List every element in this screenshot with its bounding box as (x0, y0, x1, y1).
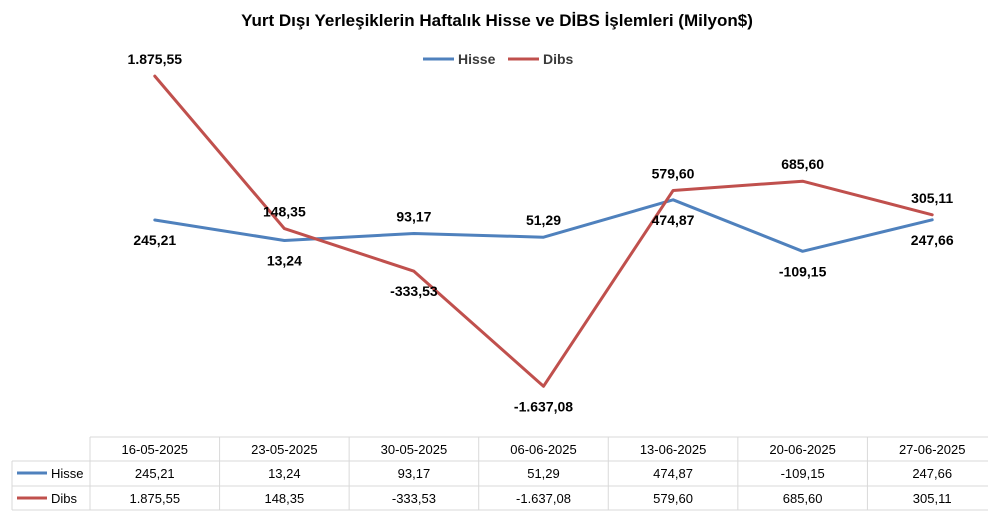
chart-title: Yurt Dışı Yerleşiklerin Haftalık Hisse v… (241, 11, 753, 30)
table-cell-dibs-4: 579,60 (653, 491, 693, 506)
table-cell-dibs-2: -333,53 (392, 491, 436, 506)
table-cell-dibs-6: 305,11 (913, 491, 952, 506)
data-label-dibs-3: -1.637,08 (514, 398, 573, 414)
table-header-1: 23-05-2025 (251, 442, 318, 457)
data-table: 16-05-2025 23-05-2025 30-05-2025 06-06-2025… (11, 436, 988, 511)
legend-label-hisse: Hisse (458, 51, 496, 67)
table-header-6: 27-06-2025 (899, 442, 966, 457)
data-point-dibs-6 (931, 213, 934, 216)
data-point-dibs-4 (671, 189, 675, 192)
table-cell-hisse-4: 474,87 (653, 466, 693, 481)
table-row-label-dibs: Dibs (51, 491, 78, 506)
data-label-hisse-5: -109,15 (779, 263, 827, 279)
legend: Hisse Dibs (423, 51, 574, 67)
data-label-hisse-2: 93,17 (396, 208, 431, 224)
table-cell-hisse-1: 13,24 (268, 466, 301, 481)
data-point-hisse-6 (931, 218, 934, 222)
data-label-dibs-6: 305,11 (911, 190, 953, 206)
data-point-hisse-2 (412, 232, 416, 235)
legend-label-dibs: Dibs (543, 51, 574, 67)
data-point-dibs-1 (283, 227, 286, 230)
data-labels: 245,21 1.875,55 13,24 148,35 93,17 -333,53 51,… (128, 51, 954, 414)
data-point-hisse-4 (671, 198, 675, 201)
table-cell-dibs-5: 685,60 (783, 491, 823, 506)
series-layer (153, 74, 934, 388)
series-line-dibs (153, 74, 934, 388)
data-label-hisse-6: 247,66 (911, 232, 954, 248)
table-cell-dibs-1: 148,35 (264, 491, 304, 506)
table-row-label-hisse: Hisse (51, 466, 84, 481)
table-cell-hisse-0: 245,21 (135, 466, 175, 481)
data-label-hisse-1: 13,24 (267, 253, 302, 269)
data-label-hisse-4: 474,87 (652, 212, 695, 228)
data-point-hisse-5 (801, 250, 804, 253)
table-cell-hisse-3: 51,29 (527, 466, 560, 481)
table-header-2: 30-05-2025 (381, 442, 448, 457)
table-header-5: 20-06-2025 (769, 442, 836, 457)
data-point-hisse-1 (283, 239, 286, 242)
data-label-dibs-4: 579,60 (652, 166, 695, 182)
data-point-hisse-0 (153, 218, 156, 222)
table-header-0: 16-05-2025 (122, 442, 189, 457)
data-label-dibs-0: 1.875,55 (128, 51, 183, 67)
table-cell-hisse-5: -109,15 (781, 466, 825, 481)
table-cell-hisse-6: 247,66 (912, 466, 952, 481)
data-label-dibs-5: 685,60 (781, 156, 824, 172)
data-point-hisse-3 (542, 235, 545, 239)
table-cell-dibs-3: -1.637,08 (516, 491, 571, 506)
data-point-dibs-5 (801, 179, 804, 183)
data-label-hisse-0: 245,21 (133, 232, 176, 248)
table-cell-dibs-0: 1.875,55 (129, 491, 180, 506)
data-point-dibs-2 (412, 269, 416, 273)
data-point-dibs-3 (542, 385, 545, 388)
table-header-3: 06-06-2025 (510, 442, 577, 457)
table-cell-hisse-2: 93,17 (398, 466, 431, 481)
data-label-hisse-3: 51,29 (526, 212, 561, 228)
data-label-dibs-1: 148,35 (263, 204, 306, 220)
data-point-dibs-0 (153, 74, 156, 78)
data-label-dibs-2: -333,53 (390, 283, 438, 299)
table-header-4: 13-06-2025 (640, 442, 707, 457)
